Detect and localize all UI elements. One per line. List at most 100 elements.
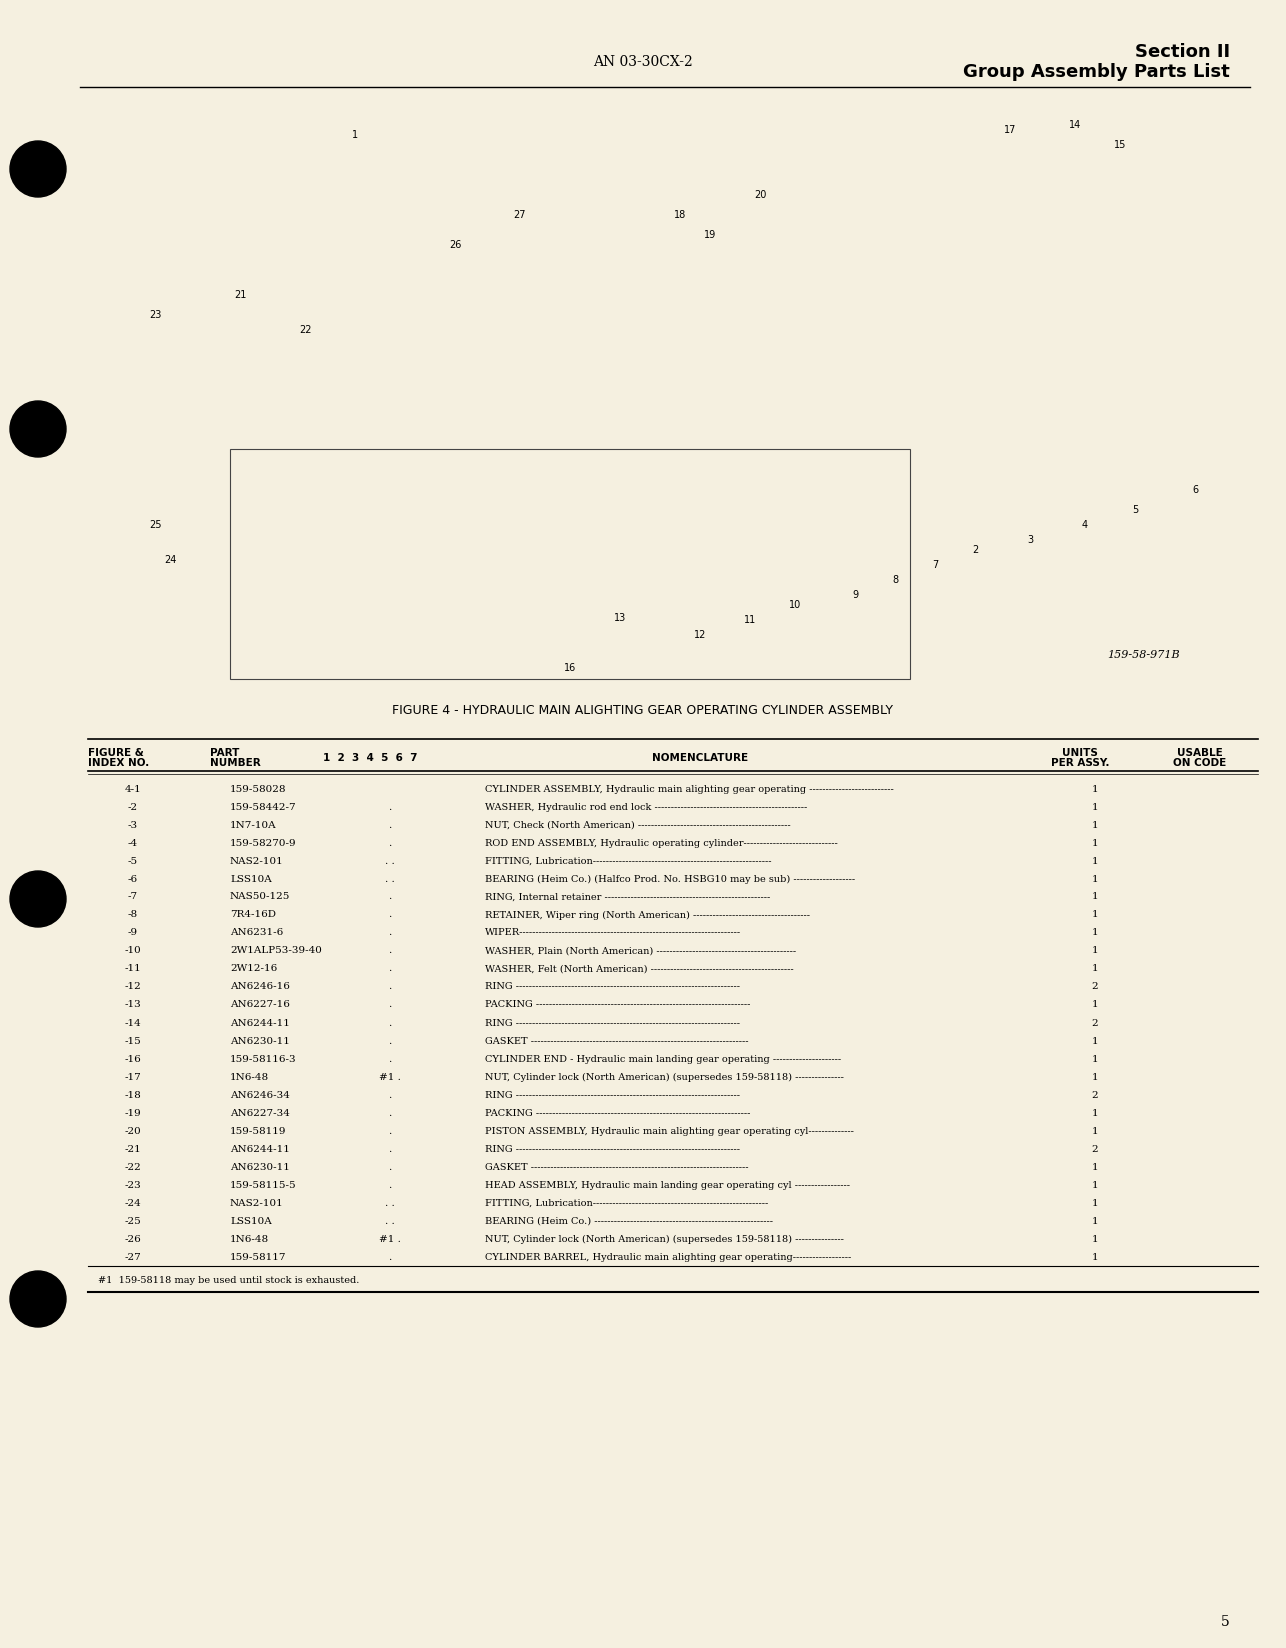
Text: 1: 1 [1092, 1216, 1098, 1224]
Text: . .: . . [385, 1216, 395, 1224]
Text: NUT, Check (North American) -----------------------------------------------: NUT, Check (North American) ------------… [485, 821, 791, 829]
Text: FIGURE 4 - HYDRAULIC MAIN ALIGHTING GEAR OPERATING CYLINDER ASSEMBLY: FIGURE 4 - HYDRAULIC MAIN ALIGHTING GEAR… [392, 704, 894, 717]
Text: 3: 3 [1028, 534, 1033, 545]
Text: 1: 1 [1092, 964, 1098, 972]
Text: 1: 1 [1092, 1107, 1098, 1117]
Text: NUT, Cylinder lock (North American) (supersedes 159-58118) ---------------: NUT, Cylinder lock (North American) (sup… [485, 1234, 844, 1243]
Text: GASKET -------------------------------------------------------------------: GASKET ---------------------------------… [485, 1162, 748, 1170]
Text: 26: 26 [449, 241, 462, 250]
Text: PISTON ASSEMBLY, Hydraulic main alighting gear operating cyl--------------: PISTON ASSEMBLY, Hydraulic main alightin… [485, 1126, 854, 1135]
Text: 16: 16 [563, 662, 576, 672]
Text: AN6244-11: AN6244-11 [230, 1144, 289, 1154]
Text: -10: -10 [125, 946, 141, 954]
Text: 13: 13 [613, 613, 626, 623]
Text: .: . [388, 1107, 392, 1117]
Text: . .: . . [385, 873, 395, 883]
Text: ON CODE: ON CODE [1173, 758, 1227, 768]
Text: NAS2-101: NAS2-101 [230, 1198, 284, 1206]
Text: 159-58119: 159-58119 [230, 1126, 287, 1135]
Text: -5: -5 [127, 855, 138, 865]
Text: -4: -4 [127, 837, 138, 847]
Text: 1  2  3  4  5  6  7: 1 2 3 4 5 6 7 [323, 753, 417, 763]
Text: 1: 1 [1092, 910, 1098, 920]
Text: -23: -23 [125, 1180, 141, 1188]
Text: NUT, Cylinder lock (North American) (supersedes 159-58118) ---------------: NUT, Cylinder lock (North American) (sup… [485, 1071, 844, 1081]
Text: AN6227-34: AN6227-34 [230, 1107, 289, 1117]
Text: -2: -2 [127, 803, 138, 811]
Text: -3: -3 [127, 821, 138, 829]
Text: AN6230-11: AN6230-11 [230, 1162, 289, 1170]
Text: -13: -13 [125, 1000, 141, 1009]
Text: 1: 1 [1092, 892, 1098, 901]
Circle shape [10, 1271, 66, 1327]
Text: AN6246-34: AN6246-34 [230, 1089, 289, 1099]
Text: 1: 1 [1092, 855, 1098, 865]
Text: .: . [388, 821, 392, 829]
Text: 12: 12 [694, 630, 706, 639]
Text: RING ---------------------------------------------------------------------: RING -----------------------------------… [485, 1089, 739, 1099]
Text: 27: 27 [513, 209, 526, 219]
Text: .: . [388, 1089, 392, 1099]
Text: 1: 1 [1092, 1053, 1098, 1063]
Text: .: . [388, 928, 392, 938]
Text: -19: -19 [125, 1107, 141, 1117]
Text: 1: 1 [1092, 837, 1098, 847]
Text: FITTING, Lubrication-------------------------------------------------------: FITTING, Lubrication--------------------… [485, 855, 772, 865]
Text: RING, Internal retainer ---------------------------------------------------: RING, Internal retainer ----------------… [485, 892, 770, 901]
Text: -20: -20 [125, 1126, 141, 1135]
Text: .: . [388, 837, 392, 847]
Text: 22: 22 [298, 325, 311, 335]
Text: 1N6-48: 1N6-48 [230, 1071, 269, 1081]
Text: WASHER, Hydraulic rod end lock -----------------------------------------------: WASHER, Hydraulic rod end lock ---------… [485, 803, 808, 811]
Text: .: . [388, 1000, 392, 1009]
Text: -15: -15 [125, 1037, 141, 1045]
Text: Section II: Section II [1134, 43, 1229, 61]
Text: .: . [388, 910, 392, 920]
Text: GASKET -------------------------------------------------------------------: GASKET ---------------------------------… [485, 1037, 748, 1045]
Text: Group Assembly Parts List: Group Assembly Parts List [963, 63, 1229, 81]
Text: 23: 23 [149, 310, 161, 320]
Text: 1: 1 [1092, 803, 1098, 811]
Text: .: . [388, 1018, 392, 1027]
Text: 1: 1 [1092, 928, 1098, 938]
Text: LSS10A: LSS10A [230, 1216, 271, 1224]
Text: .: . [388, 1162, 392, 1170]
Text: 5: 5 [1132, 504, 1138, 514]
Text: 4-1: 4-1 [125, 784, 141, 793]
Text: PACKING ------------------------------------------------------------------: PACKING --------------------------------… [485, 1000, 750, 1009]
Circle shape [10, 872, 66, 928]
Text: PER ASSY.: PER ASSY. [1051, 758, 1110, 768]
Text: 1: 1 [1092, 946, 1098, 954]
Text: 1: 1 [1092, 1071, 1098, 1081]
Text: 17: 17 [1004, 125, 1016, 135]
Text: #1 .: #1 . [379, 1234, 401, 1243]
Text: 1: 1 [1092, 873, 1098, 883]
Text: -11: -11 [125, 964, 141, 972]
Text: .: . [388, 1053, 392, 1063]
Text: 2W1ALP53-39-40: 2W1ALP53-39-40 [230, 946, 322, 954]
Text: -17: -17 [125, 1071, 141, 1081]
Text: 1: 1 [1092, 1000, 1098, 1009]
Text: -21: -21 [125, 1144, 141, 1154]
Text: -8: -8 [127, 910, 138, 920]
Text: WASHER, Plain (North American) -------------------------------------------: WASHER, Plain (North American) ---------… [485, 946, 796, 954]
Bar [230, 450, 910, 679]
Text: RING ---------------------------------------------------------------------: RING -----------------------------------… [485, 1018, 739, 1027]
Text: 9: 9 [851, 590, 858, 600]
Text: 159-58116-3: 159-58116-3 [230, 1053, 297, 1063]
Text: 1: 1 [1092, 1234, 1098, 1243]
Text: .: . [388, 1144, 392, 1154]
Text: CYLINDER ASSEMBLY, Hydraulic main alighting gear operating ---------------------: CYLINDER ASSEMBLY, Hydraulic main alight… [485, 784, 894, 793]
Text: 20: 20 [754, 190, 766, 199]
Text: AN6227-16: AN6227-16 [230, 1000, 289, 1009]
Text: 1: 1 [352, 130, 358, 140]
Text: 159-58028: 159-58028 [230, 784, 287, 793]
Text: -26: -26 [125, 1234, 141, 1243]
Text: -18: -18 [125, 1089, 141, 1099]
Text: WASHER, Felt (North American) --------------------------------------------: WASHER, Felt (North American) ----------… [485, 964, 793, 972]
Text: -14: -14 [125, 1018, 141, 1027]
Text: CYLINDER BARREL, Hydraulic main alighting gear operating------------------: CYLINDER BARREL, Hydraulic main alightin… [485, 1252, 851, 1261]
Text: .: . [388, 964, 392, 972]
Text: 2: 2 [1092, 1018, 1098, 1027]
Text: 1: 1 [1092, 1162, 1098, 1170]
